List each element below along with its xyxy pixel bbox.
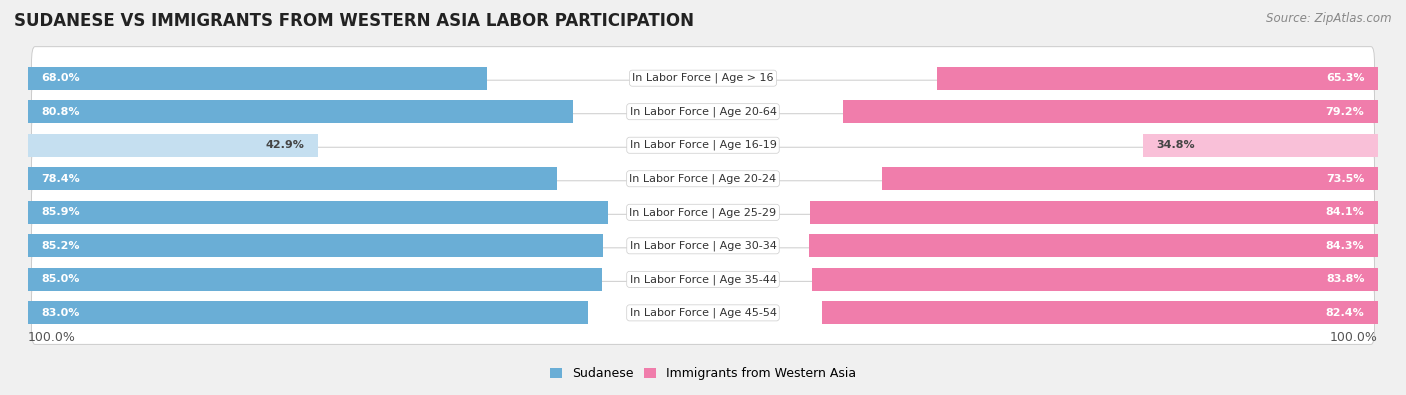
Text: 65.3%: 65.3%: [1326, 73, 1364, 83]
Bar: [810, 201, 1378, 224]
Bar: [28, 268, 602, 291]
Bar: [808, 234, 1378, 257]
FancyBboxPatch shape: [31, 47, 1375, 110]
Bar: [938, 67, 1378, 90]
Bar: [1143, 134, 1378, 157]
Text: 100.0%: 100.0%: [28, 331, 76, 344]
Bar: [28, 167, 557, 190]
Bar: [28, 234, 603, 257]
FancyBboxPatch shape: [31, 248, 1375, 311]
FancyBboxPatch shape: [31, 181, 1375, 244]
Text: 83.8%: 83.8%: [1326, 275, 1364, 284]
Text: In Labor Force | Age 30-34: In Labor Force | Age 30-34: [630, 241, 776, 251]
Text: 100.0%: 100.0%: [1330, 331, 1378, 344]
Bar: [882, 167, 1378, 190]
FancyBboxPatch shape: [31, 214, 1375, 277]
Text: In Labor Force | Age 45-54: In Labor Force | Age 45-54: [630, 308, 776, 318]
Text: 84.1%: 84.1%: [1326, 207, 1364, 217]
FancyBboxPatch shape: [31, 80, 1375, 143]
Text: SUDANESE VS IMMIGRANTS FROM WESTERN ASIA LABOR PARTICIPATION: SUDANESE VS IMMIGRANTS FROM WESTERN ASIA…: [14, 12, 695, 30]
Bar: [28, 301, 588, 324]
Text: 85.9%: 85.9%: [42, 207, 80, 217]
Bar: [28, 201, 607, 224]
Text: 85.2%: 85.2%: [42, 241, 80, 251]
Text: 85.0%: 85.0%: [42, 275, 80, 284]
Text: 68.0%: 68.0%: [42, 73, 80, 83]
Text: In Labor Force | Age 25-29: In Labor Force | Age 25-29: [630, 207, 776, 218]
Text: In Labor Force | Age 20-24: In Labor Force | Age 20-24: [630, 173, 776, 184]
Text: In Labor Force | Age 20-64: In Labor Force | Age 20-64: [630, 106, 776, 117]
Text: In Labor Force | Age 35-44: In Labor Force | Age 35-44: [630, 274, 776, 285]
Text: In Labor Force | Age > 16: In Labor Force | Age > 16: [633, 73, 773, 83]
Text: 78.4%: 78.4%: [42, 174, 80, 184]
Bar: [28, 134, 318, 157]
Bar: [813, 268, 1378, 291]
Text: In Labor Force | Age 16-19: In Labor Force | Age 16-19: [630, 140, 776, 150]
FancyBboxPatch shape: [31, 147, 1375, 210]
FancyBboxPatch shape: [31, 114, 1375, 177]
Bar: [821, 301, 1378, 324]
Text: 80.8%: 80.8%: [42, 107, 80, 117]
Bar: [28, 67, 486, 90]
Bar: [844, 100, 1378, 123]
Text: 34.8%: 34.8%: [1157, 140, 1195, 150]
Text: 82.4%: 82.4%: [1326, 308, 1364, 318]
Text: 84.3%: 84.3%: [1326, 241, 1364, 251]
Bar: [28, 100, 574, 123]
Text: 42.9%: 42.9%: [266, 140, 304, 150]
Text: 83.0%: 83.0%: [42, 308, 80, 318]
Legend: Sudanese, Immigrants from Western Asia: Sudanese, Immigrants from Western Asia: [544, 362, 862, 386]
FancyBboxPatch shape: [31, 281, 1375, 344]
Text: 73.5%: 73.5%: [1326, 174, 1364, 184]
Text: 79.2%: 79.2%: [1326, 107, 1364, 117]
Text: Source: ZipAtlas.com: Source: ZipAtlas.com: [1267, 12, 1392, 25]
